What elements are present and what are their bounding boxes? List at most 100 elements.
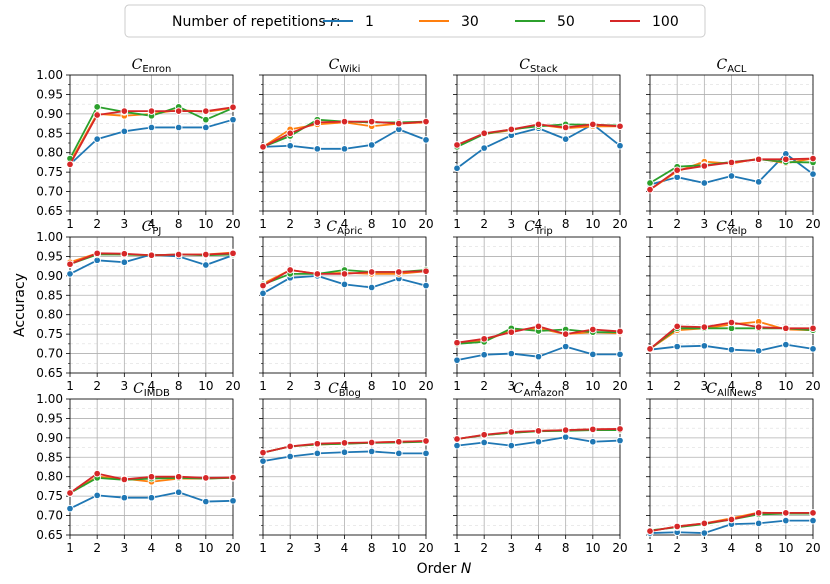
data-point: [646, 179, 654, 187]
data-point: [93, 103, 101, 111]
x-tick-label: 8: [562, 217, 570, 231]
data-point: [340, 448, 349, 456]
x-tick-label: 8: [368, 541, 376, 555]
data-point: [561, 433, 570, 441]
data-point: [782, 516, 790, 525]
data-point: [120, 475, 129, 484]
data-point: [286, 442, 294, 451]
data-point: [754, 347, 763, 355]
y-tick-label: 0.65: [36, 366, 63, 380]
data-point: [313, 145, 322, 153]
data-point: [646, 185, 654, 194]
x-tick-label: 1: [259, 217, 267, 231]
data-point: [120, 258, 129, 267]
x-tick-label: 8: [755, 541, 763, 555]
y-axis-label: Accuracy: [12, 273, 28, 337]
x-tick-label: 1: [646, 217, 654, 231]
data-point: [120, 107, 129, 115]
data-point: [616, 122, 624, 131]
data-point: [286, 452, 294, 461]
data-point: [589, 120, 597, 129]
data-point: [480, 430, 488, 439]
data-point: [422, 267, 430, 275]
x-tick-label: 20: [418, 217, 433, 231]
y-tick-label: 0.90: [36, 269, 63, 283]
y-tick-label: 0.80: [36, 146, 63, 160]
data-point: [507, 441, 516, 450]
x-tick-label: 1: [66, 541, 74, 555]
data-point: [174, 123, 183, 132]
data-point: [480, 335, 488, 343]
x-tick-label: 20: [612, 379, 627, 393]
data-point: [422, 281, 430, 290]
legend-title: Number of repetitions r:: [172, 14, 341, 30]
data-point: [727, 345, 736, 354]
x-tick-label: 10: [778, 541, 793, 555]
x-tick-label: 8: [175, 541, 183, 555]
x-tick-label: 10: [391, 217, 406, 231]
x-tick-label: 4: [535, 541, 543, 555]
data-point: [453, 338, 461, 347]
x-tick-label: 2: [286, 379, 294, 393]
data-point: [202, 115, 210, 124]
data-point: [202, 497, 210, 506]
data-point: [367, 117, 376, 126]
y-tick-label: 0.85: [36, 288, 63, 302]
y-tick-label: 0.95: [36, 87, 63, 101]
data-point: [147, 107, 156, 115]
y-tick-label: 0.80: [36, 308, 63, 322]
data-point: [259, 143, 267, 151]
x-tick-label: 2: [286, 541, 294, 555]
data-point: [561, 123, 570, 132]
data-point: [259, 448, 267, 457]
data-point: [93, 249, 101, 258]
data-point: [754, 323, 763, 331]
x-tick-label: 4: [535, 379, 543, 393]
x-tick-label: 4: [341, 217, 349, 231]
data-point: [507, 428, 516, 436]
x-tick-label: 4: [728, 541, 736, 555]
data-point: [120, 127, 129, 136]
x-tick-label: 2: [93, 217, 101, 231]
panel-title: CStack: [519, 57, 558, 75]
y-tick-label: 0.95: [36, 411, 63, 425]
x-tick-label: 20: [418, 379, 433, 393]
data-point: [93, 491, 101, 500]
data-point: [174, 472, 183, 481]
data-point: [480, 144, 488, 152]
data-point: [480, 129, 488, 138]
data-point: [229, 473, 237, 482]
data-point: [66, 489, 74, 497]
x-tick-label: 10: [198, 541, 213, 555]
x-tick-label: 20: [418, 541, 433, 555]
data-point: [754, 519, 763, 528]
x-tick-label: 3: [314, 541, 322, 555]
data-point: [507, 125, 516, 134]
x-tick-label: 10: [391, 541, 406, 555]
x-tick-label: 2: [286, 217, 294, 231]
data-point: [120, 249, 129, 258]
x-tick-label: 3: [121, 379, 129, 393]
data-point: [673, 522, 681, 531]
x-tick-label: 8: [562, 379, 570, 393]
data-point: [782, 340, 790, 349]
x-tick-label: 8: [755, 379, 763, 393]
data-point: [507, 328, 516, 336]
data-point: [66, 260, 74, 268]
data-point: [147, 123, 156, 132]
x-tick-label: 2: [673, 541, 681, 555]
data-point: [700, 519, 709, 528]
data-point: [534, 120, 543, 129]
x-tick-label: 3: [314, 379, 322, 393]
x-tick-label: 4: [341, 541, 349, 555]
x-tick-label: 1: [453, 217, 461, 231]
y-tick-label: 0.85: [36, 450, 63, 464]
x-tick-label: 4: [728, 379, 736, 393]
data-point: [202, 123, 210, 132]
x-axis-label: Order N: [417, 561, 472, 577]
legend-label-1: 1: [365, 14, 374, 30]
data-point: [534, 437, 543, 446]
y-tick-label: 0.75: [36, 489, 63, 503]
